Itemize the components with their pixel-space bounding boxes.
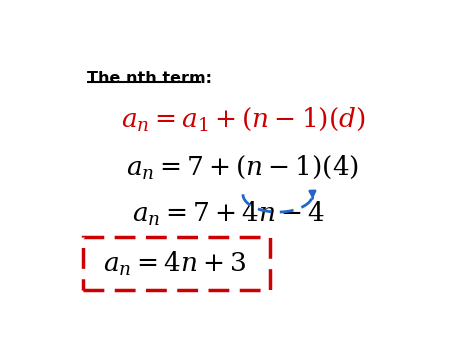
Text: $a_n = a_1 + (n-1)(d)$: $a_n = a_1 + (n-1)(d)$	[121, 105, 365, 133]
Text: $a_n = 4n + 3$: $a_n = 4n + 3$	[103, 250, 246, 278]
Text: $a_n = 7 + (n-1)(4)$: $a_n = 7 + (n-1)(4)$	[127, 153, 359, 181]
Text: The nth term:: The nth term:	[87, 71, 212, 86]
Text: $a_n = 7 + 4n - 4$: $a_n = 7 + 4n - 4$	[132, 200, 325, 228]
